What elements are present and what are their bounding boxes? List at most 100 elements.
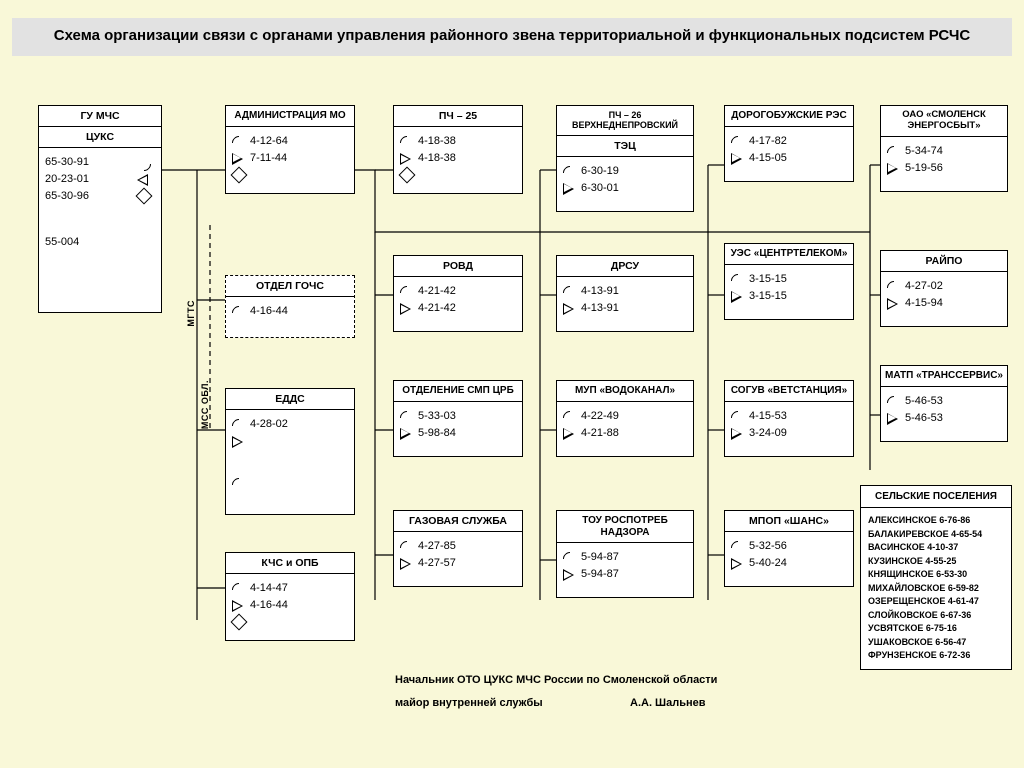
settlements-title: СЕЛЬСКИЕ ПОСЕЛЕНИЯ — [861, 486, 1011, 508]
phone: 5-98-84 — [418, 425, 456, 442]
phone: 7-11-44 — [250, 150, 288, 167]
phone: 6-30-19 — [581, 163, 619, 180]
handset-icon — [884, 393, 904, 413]
phone: 5-94-87 — [581, 566, 619, 583]
amplifier-icon — [137, 174, 148, 186]
handset-icon — [560, 408, 580, 428]
amplifier-icon — [232, 436, 243, 448]
label-mss: МСС ОБЛ. — [200, 380, 210, 429]
phone: 4-18-38 — [418, 150, 456, 167]
phone: 4-21-42 — [418, 283, 456, 300]
matp-title: МАТП «ТРАНССЕРВИС» — [881, 366, 1007, 387]
settlement-item: ОЗЕРЕЩЕНСКОЕ 4-61-47 — [868, 595, 1004, 609]
node-gaz: ГАЗОВАЯ СЛУЖБА 4-27-85 4-27-57 — [393, 510, 523, 587]
handset-icon — [560, 549, 580, 569]
diamond-icon — [231, 614, 248, 631]
amplifier-icon — [563, 428, 574, 440]
node-gochs: ОТДЕЛ ГОЧС 4-16-44 — [225, 275, 355, 338]
settlement-item: СЛОЙКОВСКОЕ 6-67-36 — [868, 609, 1004, 623]
handset-icon — [229, 416, 249, 436]
phone: 65-30-91 — [45, 154, 137, 171]
rovd-title: РОВД — [394, 256, 522, 277]
handset-icon — [728, 133, 748, 153]
shans-title: МПОП «ШАНС» — [725, 511, 853, 532]
amplifier-icon — [731, 428, 742, 440]
pch26-sub: ТЭЦ — [557, 136, 693, 157]
phone: 4-15-53 — [749, 408, 787, 425]
handset-icon — [728, 271, 748, 291]
node-admin: АДМИНИСТРАЦИЯ МО 4-12-64 7-11-44 — [225, 105, 355, 194]
handset-icon — [229, 303, 249, 323]
phone: 4-22-49 — [581, 408, 619, 425]
handset-icon — [728, 408, 748, 428]
handset-icon — [728, 538, 748, 558]
admin-title: АДМИНИСТРАЦИЯ МО — [226, 106, 354, 127]
phone: 65-30-96 — [45, 188, 137, 205]
vodokanal-title: МУП «ВОДОКАНАЛ» — [557, 381, 693, 402]
amplifier-icon — [731, 153, 742, 165]
diagram-title: Схема организации связи с органами управ… — [12, 18, 1012, 56]
phone: 4-21-88 — [581, 425, 619, 442]
settlements-list: АЛЕКСИНСКОЕ 6-76-86БАЛАКИРЕВСКОЕ 4-65-54… — [861, 508, 1011, 669]
handset-icon — [229, 475, 249, 495]
amplifier-icon — [563, 569, 574, 581]
phone: 4-21-42 — [418, 300, 456, 317]
settlement-item: БАЛАКИРЕВСКОЕ 4-65-54 — [868, 528, 1004, 542]
phone: 3-15-15 — [749, 288, 787, 305]
rospotreb-title: ТОУ РОСПОТРЕБ НАДЗОРА — [557, 511, 693, 543]
energo-title: ОАО «СМОЛЕНСК ЭНЕРГОСБЫТ» — [881, 106, 1007, 137]
phone: 4-13-91 — [581, 283, 619, 300]
settlement-item: КНЯЩИНСКОЕ 6-53-30 — [868, 568, 1004, 582]
phone: 4-15-05 — [749, 150, 787, 167]
signature-line2a: майор внутренней службы — [395, 697, 543, 709]
node-res: ДОРОГОБУЖСКИЕ РЭС 4-17-82 4-15-05 — [724, 105, 854, 182]
handset-icon — [229, 580, 249, 600]
handset-icon — [397, 283, 417, 303]
handset-icon — [884, 143, 904, 163]
handset-icon — [397, 538, 417, 558]
phone: 4-15-94 — [905, 295, 943, 312]
phone: 5-19-56 — [905, 160, 943, 177]
phone: 4-27-85 — [418, 538, 456, 555]
amplifier-icon — [232, 153, 243, 165]
node-edds: ЕДДС 4-28-02 — [225, 388, 355, 515]
res-title: ДОРОГОБУЖСКИЕ РЭС — [725, 106, 853, 127]
phone: 4-18-38 — [418, 133, 456, 150]
settlement-item: КУЗИНСКОЕ 4-55-25 — [868, 555, 1004, 569]
phone: 5-32-56 — [749, 538, 787, 555]
gu-mchs-title: ГУ МЧС — [39, 106, 161, 127]
phone: 4-28-02 — [250, 416, 288, 433]
amplifier-icon — [400, 303, 411, 315]
phone: 55-004 — [45, 234, 155, 251]
amplifier-icon — [887, 413, 898, 425]
phone: 4-12-64 — [250, 133, 288, 150]
gu-mchs-sub: ЦУКС — [39, 127, 161, 148]
phone: 4-16-44 — [250, 597, 288, 614]
amplifier-icon — [887, 298, 898, 310]
signature-line2b: А.А. Шальнев — [630, 697, 706, 709]
amplifier-icon — [232, 600, 243, 612]
phone: 5-46-53 — [905, 410, 943, 427]
vet-title: СОГУВ «ВЕТСТАНЦИЯ» — [725, 381, 853, 402]
phone: 3-15-15 — [749, 271, 787, 288]
node-rovd: РОВД 4-21-42 4-21-42 — [393, 255, 523, 332]
node-pch26: ПЧ – 26 ВЕРХНЕДНЕПРОВСКИЙ ТЭЦ 6-30-19 6-… — [556, 105, 694, 212]
node-vodokanal: МУП «ВОДОКАНАЛ» 4-22-49 4-21-88 — [556, 380, 694, 457]
handset-icon — [884, 278, 904, 298]
phone: 5-94-87 — [581, 549, 619, 566]
settlement-item: АЛЕКСИНСКОЕ 6-76-86 — [868, 514, 1004, 528]
phone: 5-46-53 — [905, 393, 943, 410]
node-drsu: ДРСУ 4-13-91 4-13-91 — [556, 255, 694, 332]
phone: 5-33-03 — [418, 408, 456, 425]
phone: 5-40-24 — [749, 555, 787, 572]
node-shans: МПОП «ШАНС» 5-32-56 5-40-24 — [724, 510, 854, 587]
settlement-item: МИХАЙЛОВСКОЕ 6-59-82 — [868, 582, 1004, 596]
node-pch25: ПЧ – 25 4-18-38 4-18-38 — [393, 105, 523, 194]
phone: 3-24-09 — [749, 425, 787, 442]
handset-icon — [134, 154, 154, 174]
amplifier-icon — [400, 428, 411, 440]
settlement-item: УСВЯТСКОЕ 6-75-16 — [868, 622, 1004, 636]
signature-line1: Начальник ОТО ЦУКС МЧС России по Смоленс… — [395, 674, 835, 686]
edds-title: ЕДДС — [226, 389, 354, 410]
node-gu-mchs: ГУ МЧС ЦУКС 65-30-91 20-23-01 65-30-96 5… — [38, 105, 162, 313]
